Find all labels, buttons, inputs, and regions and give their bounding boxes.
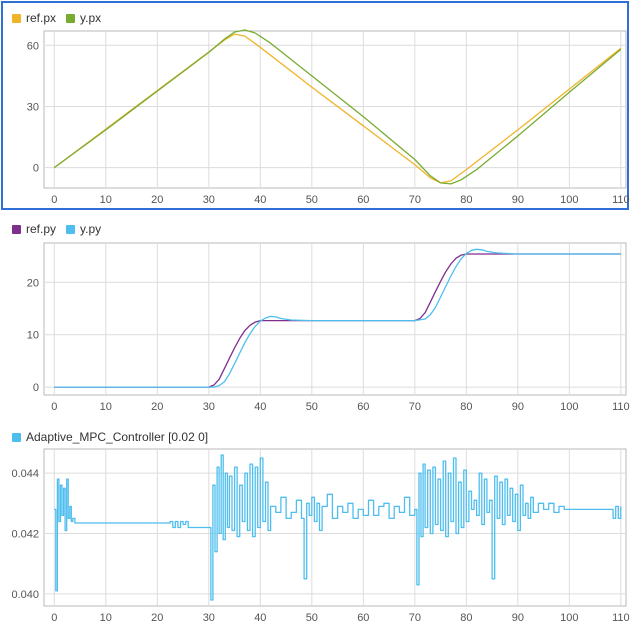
x-tick-label: 70 <box>409 612 421 624</box>
legend-item-ref-py[interactable]: ref.py <box>12 222 56 236</box>
x-tick-label: 10 <box>100 612 112 624</box>
x-tick-label: 20 <box>151 194 163 206</box>
legend-item-ref-px[interactable]: ref.px <box>12 11 56 25</box>
x-tick-label: 50 <box>306 194 318 206</box>
x-tick-label: 0 <box>51 194 57 206</box>
x-tick-label: 80 <box>460 401 472 413</box>
legend-label: y.px <box>80 11 102 25</box>
legend-label: y.py <box>80 222 102 236</box>
plot-panel-py[interactable]: ref.py y.py 0 10 20 30 40 50 60 70 80 90 100 110 0 10… <box>0 211 630 416</box>
plot-area <box>43 242 627 396</box>
x-tick-label: 70 <box>409 194 421 206</box>
legend-swatch <box>12 224 21 234</box>
series-line-y-px <box>53 29 622 185</box>
x-tick-label: 90 <box>512 612 524 624</box>
x-tick-label: 60 <box>357 194 369 206</box>
legend-label: ref.px <box>26 11 57 25</box>
legend-item-y-px[interactable]: y.px <box>66 11 101 25</box>
legend: ref.px y.px <box>12 10 111 26</box>
x-tick-label: 0 <box>51 401 57 413</box>
plot-area <box>43 448 627 607</box>
legend-swatch <box>66 224 76 234</box>
legend-swatch <box>66 13 76 23</box>
legend-swatch <box>12 13 21 23</box>
x-tick-label: 80 <box>460 194 472 206</box>
y-tick-label: 20 <box>27 277 39 289</box>
legend-item-y-py[interactable]: y.py <box>66 222 101 236</box>
x-tick-label: 20 <box>151 612 163 624</box>
legend: Adaptive_MPC_Controller [0.02 0] <box>12 429 218 445</box>
x-tick-label: 30 <box>203 612 215 624</box>
plot-panel-px[interactable]: ref.px y.px 0 10 20 30 40 50 60 70 80 90 100 110 0 30… <box>0 0 630 211</box>
legend: ref.py y.py <box>12 221 111 237</box>
x-tick-label: 60 <box>357 612 369 624</box>
legend-label: ref.py <box>26 222 57 236</box>
legend-swatch <box>12 432 21 442</box>
x-tick-label: 0 <box>51 612 57 624</box>
x-tick-label: 40 <box>254 612 266 624</box>
px-chart: 0 10 20 30 40 50 60 70 80 90 100 110 0 30 60 <box>27 29 630 206</box>
y-tick-label: 0.040 <box>11 589 39 601</box>
x-tick-label: 40 <box>254 194 266 206</box>
legend-label: Adaptive_MPC_Controller [0.02 0] <box>26 430 209 444</box>
x-tick-label: 100 <box>560 401 578 413</box>
x-tick-label: 20 <box>151 401 163 413</box>
x-tick-label: 100 <box>560 612 578 624</box>
x-tick-label: 40 <box>254 401 266 413</box>
x-tick-label: 110 <box>612 401 630 413</box>
y-tick-label: 0 <box>33 163 39 175</box>
x-tick-label: 60 <box>357 401 369 413</box>
x-tick-label: 100 <box>560 194 578 206</box>
x-tick-label: 110 <box>612 194 630 206</box>
x-tick-label: 110 <box>612 612 630 624</box>
y-tick-label: 0.042 <box>11 529 39 541</box>
plot-area <box>43 30 627 189</box>
series-line-adaptive-mpc-controller-0-02-0- <box>54 454 622 601</box>
y-tick-label: 30 <box>27 101 39 113</box>
series-line-y-py <box>54 248 621 388</box>
controller-chart: 0 10 20 30 40 50 60 70 80 90 100 110 0.040 0.042 0.044 <box>11 448 630 624</box>
py-chart: 0 10 20 30 40 50 60 70 80 90 100 110 0 10 20 <box>27 242 630 413</box>
x-tick-label: 70 <box>409 401 421 413</box>
legend-item-controller[interactable]: Adaptive_MPC_Controller [0.02 0] <box>12 430 208 444</box>
x-tick-label: 30 <box>203 401 215 413</box>
y-tick-label: 60 <box>27 40 39 52</box>
x-tick-label: 10 <box>100 194 112 206</box>
y-tick-label: 0 <box>33 382 39 394</box>
y-tick-label: 10 <box>27 330 39 342</box>
y-tick-label: 0.044 <box>11 468 39 480</box>
x-tick-label: 10 <box>100 401 112 413</box>
x-tick-label: 50 <box>306 612 318 624</box>
x-tick-label: 90 <box>512 401 524 413</box>
x-tick-label: 50 <box>306 401 318 413</box>
x-tick-label: 30 <box>203 194 215 206</box>
plot-panel-controller[interactable]: Adaptive_MPC_Controller [0.02 0] 0 10 20 30… <box>0 416 630 628</box>
x-tick-label: 90 <box>512 194 524 206</box>
x-tick-label: 80 <box>460 612 472 624</box>
